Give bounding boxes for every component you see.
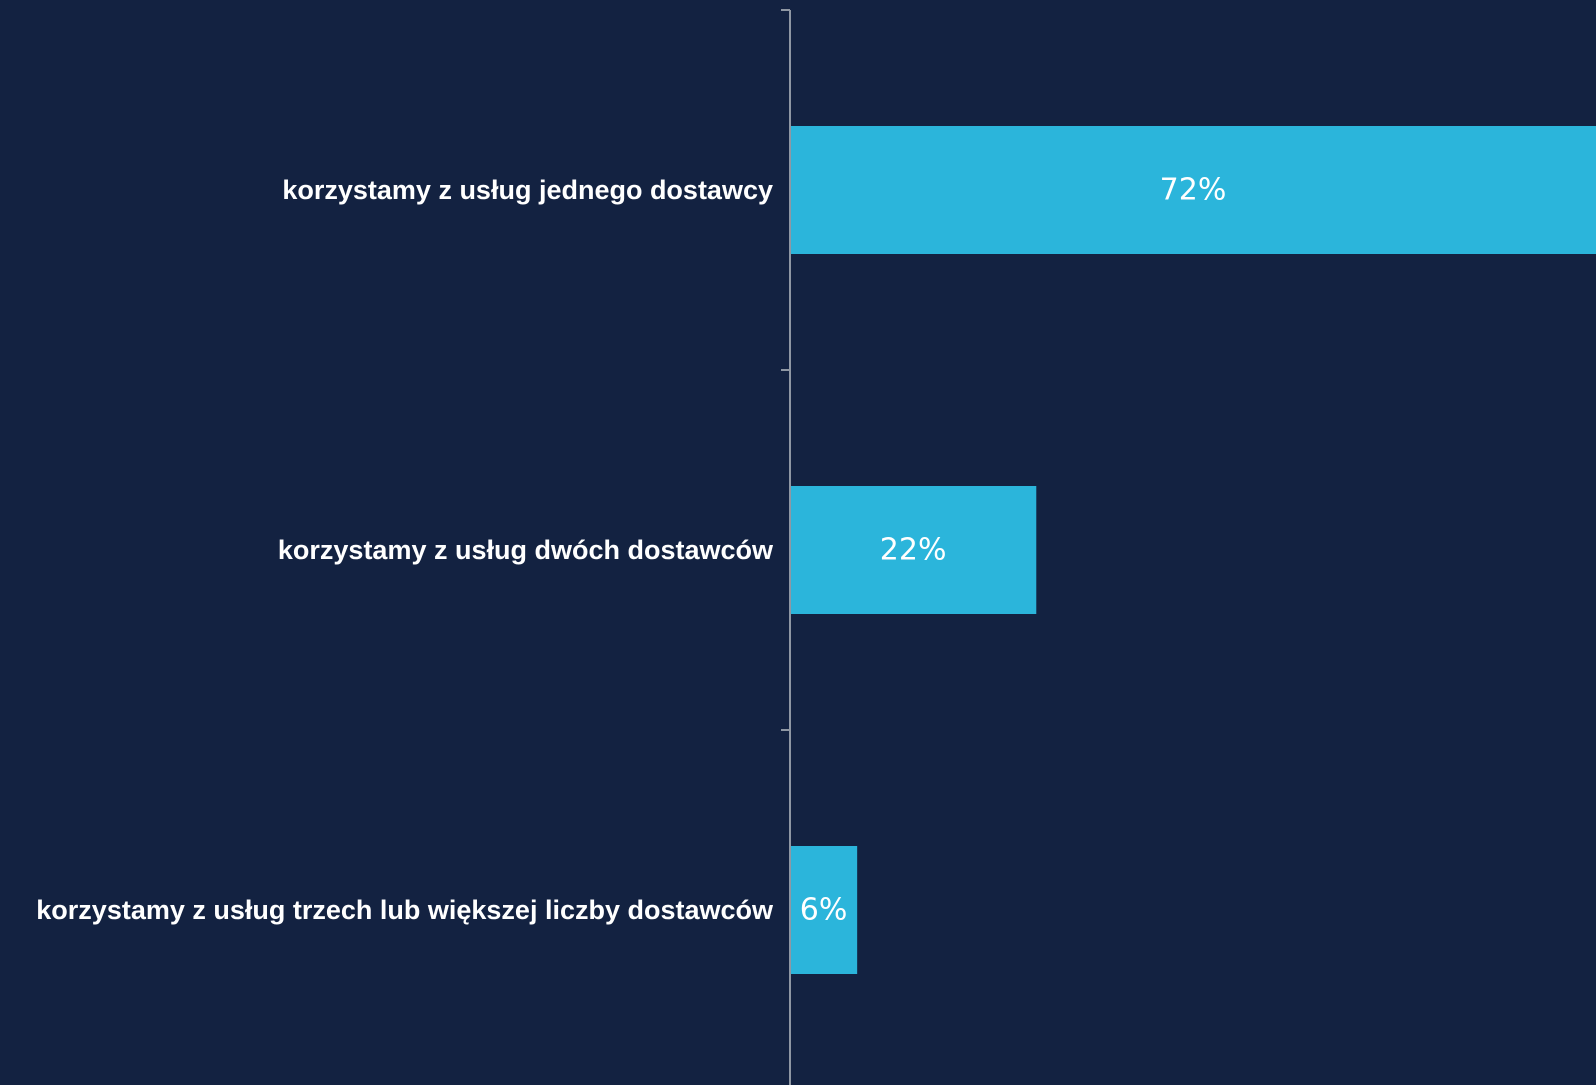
category-label-3: korzystamy z usług trzech lub większej l… — [36, 895, 774, 925]
y-axis — [781, 9, 791, 1085]
bar-value-label-2: 22% — [880, 533, 947, 568]
category-label-2: korzystamy z usług dwóch dostawców — [278, 535, 774, 565]
bar-value-label-1: 72% — [1160, 173, 1227, 208]
category-labels-group: korzystamy z usług jednego dostawcy korzy… — [36, 175, 774, 925]
bar-1 — [790, 126, 1596, 254]
bar-3 — [790, 846, 858, 974]
bar-value-label-3: 6% — [800, 893, 848, 928]
value-labels-group: 72% 22% 6% — [800, 173, 1227, 928]
bar-2 — [790, 486, 1037, 614]
category-label-1: korzystamy z usług jednego dostawcy — [282, 175, 773, 205]
bars-group — [790, 126, 1596, 974]
